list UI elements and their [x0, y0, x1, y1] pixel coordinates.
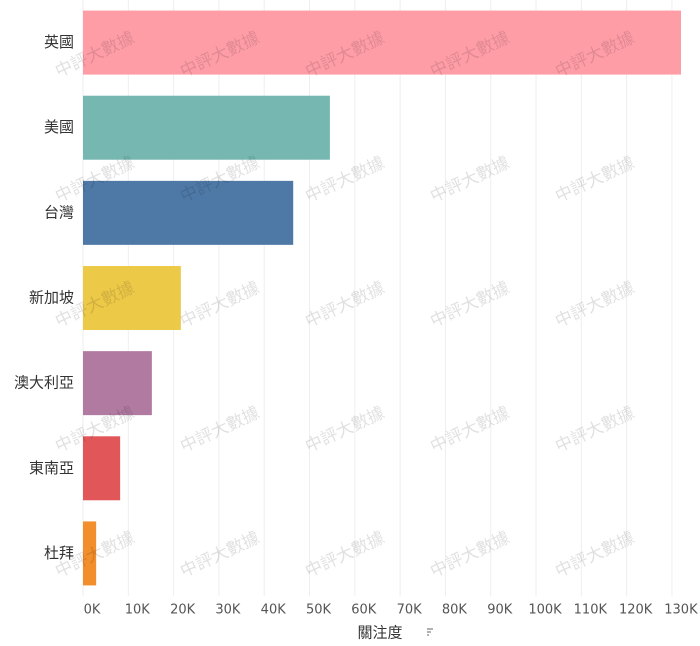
x-tick-label: 30K: [215, 603, 241, 618]
watermark: 中評大數據: [552, 528, 637, 582]
bar: [83, 180, 294, 245]
x-tick-label: 80K: [442, 603, 468, 618]
x-tick-label: 0K: [84, 603, 101, 618]
x-tick-label: 20K: [170, 603, 196, 618]
watermark: 中評大數據: [177, 278, 262, 332]
bar: [83, 10, 681, 75]
x-axis-title: 關注度: [357, 624, 402, 642]
bar: [83, 521, 97, 586]
bars: [83, 10, 681, 586]
watermark: 中評大數據: [427, 153, 512, 207]
sort-icon: [427, 628, 433, 636]
watermark: 中評大數據: [427, 278, 512, 332]
watermark: 中評大數據: [302, 278, 387, 332]
watermark: 中評大數據: [427, 528, 512, 582]
watermark: 中評大數據: [302, 528, 387, 582]
x-tick-label: 90K: [487, 603, 513, 618]
x-tick-label: 120K: [619, 603, 653, 618]
x-tick-label: 60K: [351, 603, 377, 618]
bar: [83, 95, 330, 160]
x-tick-label: 100K: [528, 603, 562, 618]
x-tick-label: 50K: [306, 603, 332, 618]
watermark: 中評大數據: [552, 278, 637, 332]
x-tick-label: 130K: [664, 603, 698, 618]
watermark: 中評大數據: [302, 153, 387, 207]
x-tick-label: 40K: [261, 603, 287, 618]
y-tick-label: 澳大利亞: [14, 374, 74, 392]
bar: [83, 436, 121, 501]
y-tick-label: 美國: [44, 118, 74, 136]
y-tick-label: 杜拜: [44, 544, 74, 562]
watermark: 中評大數據: [427, 403, 512, 457]
bar: [83, 351, 152, 416]
x-tick-label: 70K: [397, 603, 423, 618]
bar: [83, 266, 181, 330]
watermark: 中評大數據: [302, 403, 387, 457]
y-tick-label: 台灣: [44, 203, 74, 221]
y-tick-label: 英國: [44, 33, 74, 51]
watermark: 中評大數據: [552, 403, 637, 457]
y-tick-label: 新加坡: [29, 289, 74, 307]
y-tick-label: 東南亞: [29, 459, 74, 477]
x-tick-label: 10K: [125, 603, 151, 618]
watermark: 中評大數據: [552, 153, 637, 207]
x-tick-label: 110K: [574, 603, 608, 618]
watermark: 中評大數據: [177, 403, 262, 457]
watermark: 中評大數據: [177, 528, 262, 582]
